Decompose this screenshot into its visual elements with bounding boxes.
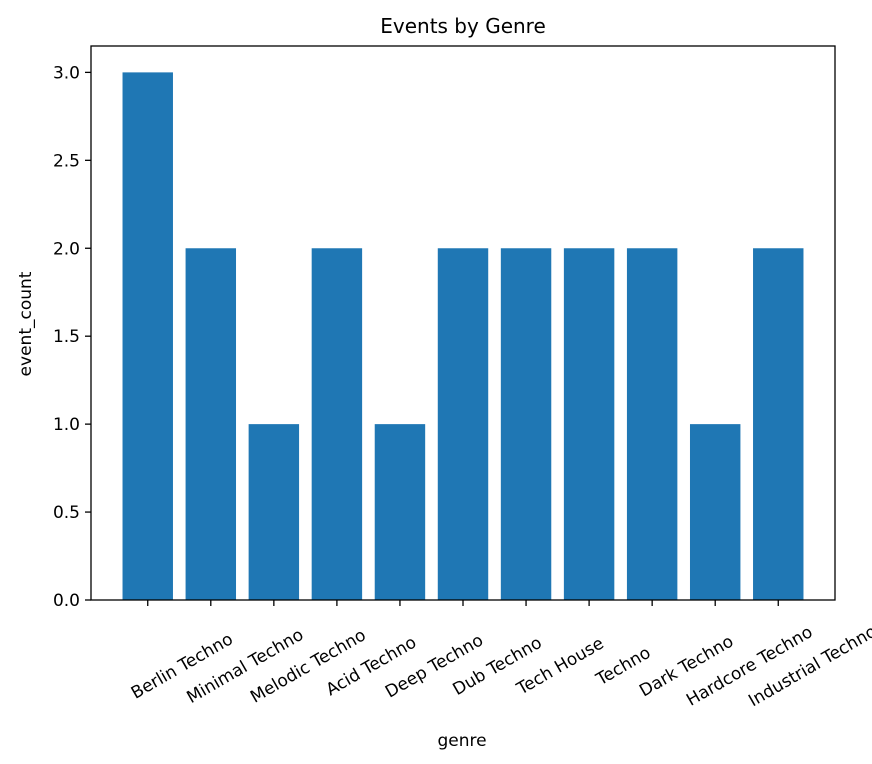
bar-minimal-techno <box>185 248 237 600</box>
y-tick-label: 1.5 <box>53 327 80 347</box>
y-tick-label: 2.0 <box>53 239 80 259</box>
y-axis-title: event_count <box>16 271 36 376</box>
y-tick-label: 2.5 <box>53 151 80 171</box>
y-tick-label: 3.0 <box>53 63 80 83</box>
plot-area <box>90 45 836 601</box>
chart-title: Events by Genre <box>380 14 546 38</box>
bar-tech-house <box>500 248 552 600</box>
y-tick-label: 0.0 <box>53 591 80 611</box>
bar-techno <box>563 248 615 600</box>
bar-industrial-techno <box>753 248 804 600</box>
bar-deep-techno <box>374 424 426 600</box>
bar-melodic-techno <box>248 424 300 600</box>
bar-berlin-techno <box>122 72 173 600</box>
bar-hardcore-techno <box>689 424 741 600</box>
bar-acid-techno <box>311 248 363 600</box>
x-tick-label: Berlin Techno <box>128 629 237 703</box>
y-tick-label: 1.0 <box>53 415 80 435</box>
y-axis: 0.0 0.5 1.0 1.5 2.0 2.5 3.0 <box>53 63 91 611</box>
y-tick-label: 0.5 <box>53 503 80 523</box>
x-axis-title: genre <box>437 731 486 751</box>
bar-dark-techno <box>626 248 678 600</box>
bar-dub-techno <box>437 248 489 600</box>
